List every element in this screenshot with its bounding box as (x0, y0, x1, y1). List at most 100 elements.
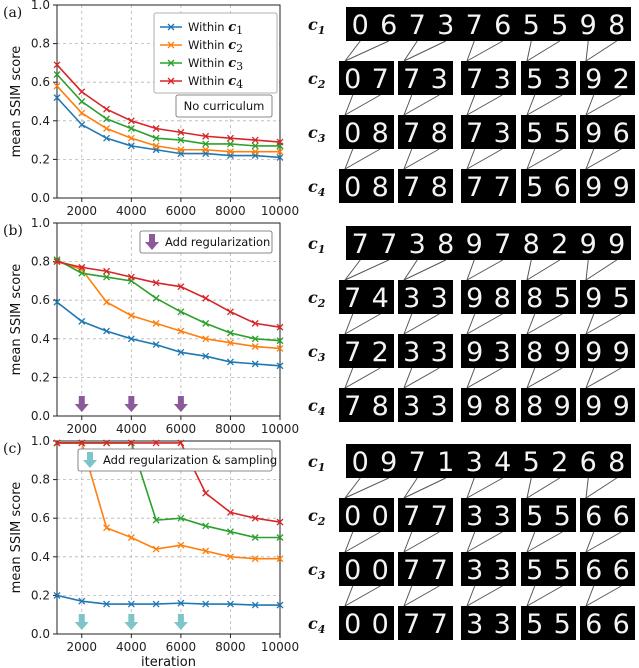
cluster-connector (466, 40, 503, 62)
y-tick-label: 0.6 (31, 293, 50, 307)
y-tick-label: 0.8 (31, 255, 50, 269)
data-point-marker (276, 337, 284, 345)
digit-glyph: 3 (494, 64, 511, 95)
data-point-marker (103, 125, 111, 132)
y-tick-label: 0.8 (31, 37, 50, 51)
data-point-marker (276, 601, 284, 609)
cluster-connector (585, 477, 618, 499)
data-point-marker (177, 348, 185, 356)
data-point-marker (53, 591, 61, 599)
digit-glyph: 7 (466, 64, 483, 95)
cluster-connector (403, 367, 440, 389)
data-point-marker (78, 269, 86, 277)
data-point-marker (177, 514, 185, 522)
x-tick-label: 4000 (116, 204, 147, 218)
x-tick-label: 4000 (116, 422, 147, 436)
cluster-connector (344, 94, 381, 116)
digit-glyph: 3 (494, 337, 511, 368)
data-point-marker (103, 298, 111, 306)
row-label: c3 (308, 560, 326, 582)
digit-glyph: 3 (494, 555, 511, 586)
cluster-connector (526, 40, 561, 62)
legend-entry-var: c (228, 20, 236, 35)
digit-glyph: 8 (372, 118, 389, 149)
cluster-connector (466, 259, 503, 281)
digit-glyph: 0 (344, 172, 361, 203)
digit-glyph: 7 (431, 501, 448, 532)
row-label-sub: 1 (318, 24, 326, 37)
row-label-sub: 3 (318, 569, 326, 582)
digit-glyph: 7 (494, 229, 511, 260)
data-point-marker (202, 132, 210, 140)
digit-glyph: 7 (403, 555, 420, 586)
row-label-sub: 2 (317, 515, 326, 528)
y-tick-label: 1.0 (31, 434, 50, 448)
data-point-marker (226, 140, 234, 148)
data-point-marker (53, 82, 61, 90)
digit-strip (521, 606, 576, 640)
data-point-marker (251, 360, 259, 368)
digit-glyph: 5 (613, 283, 630, 314)
digit-glyph: 6 (613, 501, 630, 532)
digit-glyph: 9 (585, 337, 602, 368)
data-point-marker (127, 142, 135, 150)
digit-glyph: 9 (580, 229, 597, 260)
data-point-marker (152, 545, 160, 553)
digit-strip (580, 498, 635, 532)
digit-glyph: 2 (372, 337, 389, 368)
digit-strip (461, 169, 516, 203)
digit-glyph: 3 (554, 64, 571, 95)
annotation-text: No curriculum (184, 99, 265, 113)
digit-glyph: 9 (585, 118, 602, 149)
data-point-marker (127, 335, 135, 343)
data-point-marker (177, 308, 185, 316)
cluster-connector (526, 259, 561, 281)
digit-strip (521, 61, 576, 95)
chart-panel-c: (c) 0.0 0.2 0.4 0.6 0.8 1.0 2000 4000 6000 8000 100… (3, 434, 299, 668)
annotation-text: Add regularization (165, 235, 270, 249)
digit-strip (339, 388, 394, 422)
row-label: c1 (308, 234, 325, 256)
digit-glyph: 6 (585, 501, 602, 532)
data-point-marker (103, 327, 111, 335)
digit-glyph: 9 (613, 337, 630, 368)
data-point-marker (78, 109, 86, 117)
data-point-marker (276, 138, 284, 146)
data-point-marker (251, 514, 259, 522)
digit-glyph: 3 (409, 229, 426, 260)
cluster-connector (344, 367, 354, 389)
legend-entry: Within c1 (188, 20, 243, 37)
cluster-connector (585, 367, 622, 389)
digit-glyph: 5 (554, 609, 571, 640)
digit-glyph: 7 (403, 501, 420, 532)
data-point-marker (78, 317, 86, 325)
data-point-marker (103, 524, 111, 532)
data-point-marker (103, 600, 111, 608)
cluster-connector (585, 313, 622, 335)
data-point-marker (177, 599, 185, 607)
digit-glyph: 8 (431, 172, 448, 203)
digit-glyph: 0 (344, 609, 361, 640)
digit-glyph: 7 (352, 229, 369, 260)
y-axis-label: mean SSIM score (9, 264, 24, 376)
digit-strip (461, 280, 516, 314)
cluster-connector (403, 259, 418, 281)
row-label-sub: 3 (318, 351, 326, 364)
y-tick-label: 0.4 (31, 114, 50, 128)
digit-strip (521, 552, 576, 586)
digit-strip (521, 498, 576, 532)
cluster-connector (585, 367, 595, 389)
digit-glyph: 7 (466, 172, 483, 203)
cluster-connector (526, 585, 536, 607)
data-point-marker (127, 312, 135, 320)
cluster-connector (403, 94, 440, 116)
series-line-2 (57, 442, 280, 560)
x-tick-label: 6000 (166, 204, 197, 218)
data-point-marker (127, 117, 135, 125)
digit-glyph: 0 (372, 609, 389, 640)
cluster-connector (466, 477, 503, 499)
digit-glyph: 3 (466, 609, 483, 640)
digit-glyph: 8 (431, 118, 448, 149)
digit-glyph: 5 (523, 447, 540, 478)
digit-glyph: 7 (431, 555, 448, 586)
